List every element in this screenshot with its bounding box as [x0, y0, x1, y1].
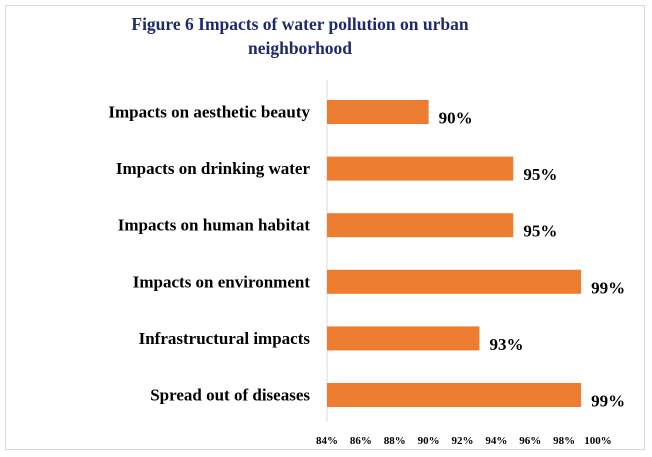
x-tick-label: 88% [384, 435, 406, 447]
chart-title: Figure 6 Impacts of water pollution on u… [60, 12, 540, 60]
category-label: Spread out of diseases [150, 386, 310, 405]
category-label: Infrastructural impacts [139, 329, 311, 348]
data-label: 95% [523, 165, 557, 184]
x-tick-label: 92% [452, 435, 474, 447]
data-label: 95% [523, 222, 557, 241]
category-label: Impacts on environment [133, 272, 311, 291]
data-label: 99% [591, 278, 625, 297]
bar [327, 383, 582, 407]
data-label: 99% [591, 392, 625, 411]
x-tick-label: 98% [553, 435, 575, 447]
x-tick-label: 90% [418, 435, 440, 447]
x-tick-label: 96% [519, 435, 541, 447]
data-label: 93% [489, 335, 523, 354]
bar [327, 156, 514, 181]
bar [327, 269, 582, 294]
bar [327, 100, 429, 124]
category-label: Impacts on aesthetic beauty [108, 103, 310, 122]
x-tick-label: 100% [584, 435, 612, 447]
category-label: Impacts on human habitat [118, 216, 311, 235]
chart-frame [5, 5, 645, 450]
x-tick-label: 94% [485, 435, 507, 447]
category-label: Impacts on drinking water [116, 159, 311, 178]
data-label: 90% [439, 109, 473, 128]
bar [327, 326, 480, 351]
x-tick-label: 86% [350, 435, 372, 447]
chart-title-line-2: neighborhood [247, 38, 353, 58]
x-tick-label: 84% [316, 435, 338, 447]
bar [327, 213, 514, 238]
chart-title-line-1: Figure 6 Impacts of water pollution on u… [131, 14, 469, 34]
